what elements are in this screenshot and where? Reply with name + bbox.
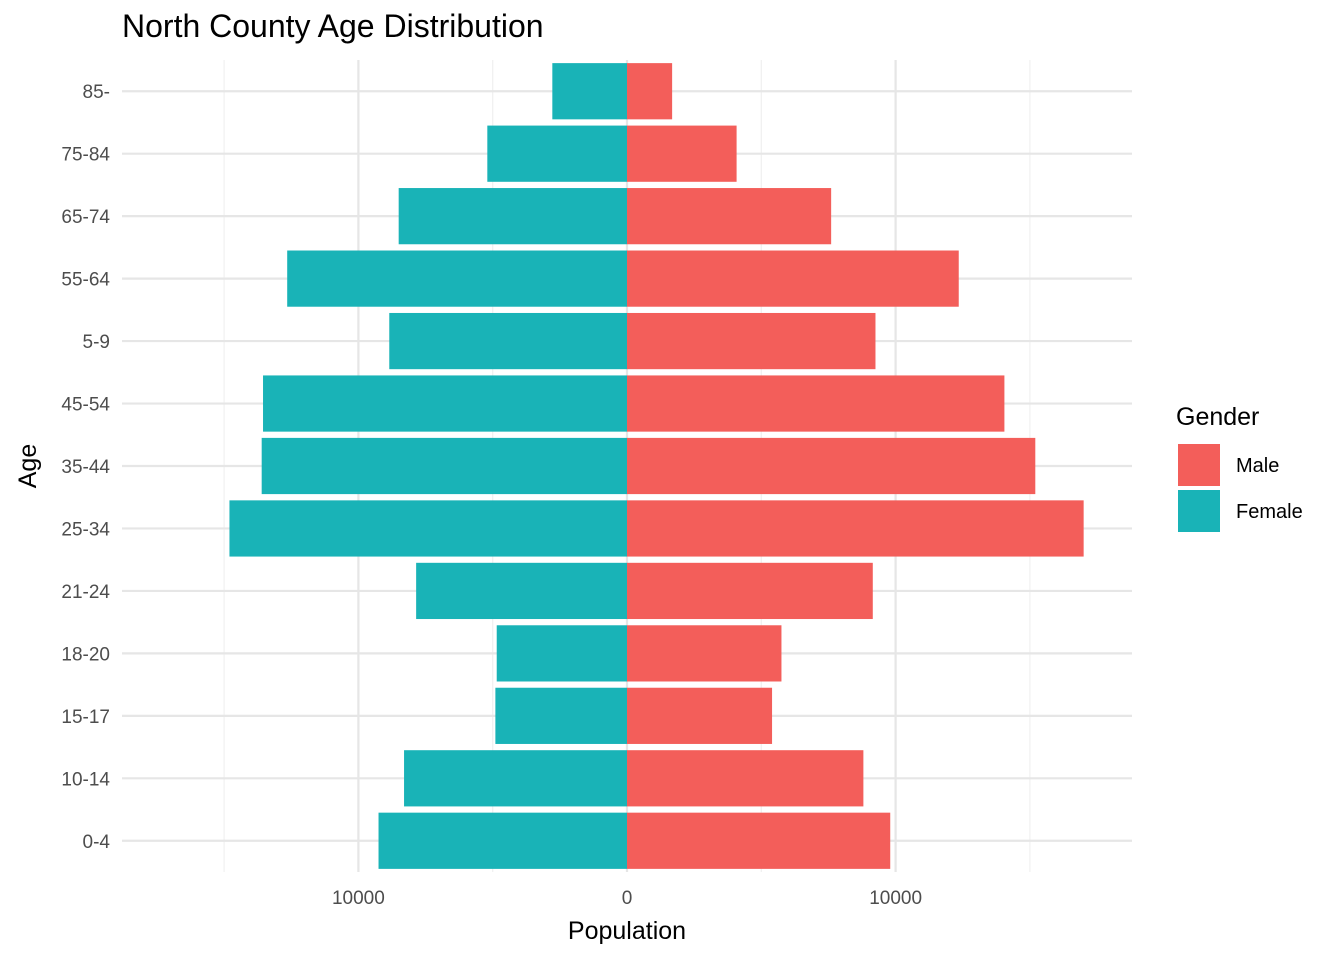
- y-tick-label: 65-74: [61, 207, 110, 228]
- chart-title: North County Age Distribution: [122, 8, 544, 44]
- legend-key-male: [1178, 444, 1220, 486]
- y-tick-label: 35-44: [61, 457, 110, 478]
- legend-title: Gender: [1176, 403, 1259, 431]
- y-axis-title: Age: [14, 444, 42, 488]
- bar-male-21-24: [627, 562, 873, 620]
- y-tick-label: 5-9: [83, 332, 110, 353]
- x-tick-label: 10000: [869, 888, 922, 909]
- x-axis-title: Population: [568, 917, 686, 945]
- y-tick-label: 75-84: [61, 145, 110, 166]
- bar-male-10-14: [627, 750, 864, 807]
- bar-male-25-34: [627, 500, 1084, 557]
- bar-male-75-84: [627, 125, 737, 182]
- bar-male-18-20: [627, 625, 782, 682]
- y-tick-label: 25-34: [61, 519, 110, 540]
- y-axis-ticks: 0-4 10-14 15-17 18-20 21-24 25-34 35-44 45-54 5-…: [61, 82, 110, 853]
- x-axis-ticks: 10000 0 10000: [332, 888, 922, 909]
- bar-female-15-17: [495, 687, 627, 744]
- y-tick-label: 15-17: [61, 707, 110, 728]
- bars: [229, 63, 1084, 869]
- legend-key-female: [1178, 490, 1220, 532]
- x-tick-label: 10000: [332, 888, 385, 909]
- bar-female-85-: [552, 63, 627, 120]
- y-tick-label: 18-20: [61, 644, 110, 665]
- legend-label-male: Male: [1236, 455, 1279, 477]
- bar-female-65-74: [398, 188, 627, 245]
- y-tick-label: 85-: [83, 82, 110, 103]
- y-tick-label: 21-24: [61, 582, 110, 603]
- legend: Gender Male Female: [1176, 403, 1303, 532]
- x-tick-label: 0: [622, 888, 633, 909]
- y-tick-label: 10-14: [61, 769, 110, 790]
- bar-female-18-20: [496, 625, 627, 682]
- y-tick-label: 0-4: [83, 832, 111, 853]
- bar-male-55-64: [627, 250, 959, 307]
- bar-male-35-44: [627, 437, 1036, 495]
- bar-male-45-54: [627, 375, 1005, 432]
- y-tick-label: 45-54: [61, 395, 110, 416]
- bar-female-45-54: [263, 375, 627, 432]
- bar-male-0-4: [627, 812, 891, 869]
- bar-female-10-14: [404, 750, 627, 807]
- bar-female-0-4: [378, 812, 627, 869]
- legend-label-female: Female: [1236, 501, 1303, 523]
- bar-female-25-34: [229, 500, 627, 557]
- bar-female-55-64: [287, 250, 627, 307]
- bar-male-5-9: [627, 312, 876, 370]
- y-tick-label: 55-64: [61, 270, 110, 291]
- bar-female-35-44: [261, 437, 627, 495]
- bar-female-5-9: [389, 312, 627, 370]
- bar-female-75-84: [487, 125, 627, 182]
- bar-male-85-: [627, 63, 673, 120]
- bar-male-15-17: [627, 687, 773, 744]
- bar-male-65-74: [627, 188, 832, 245]
- bar-female-21-24: [416, 562, 627, 620]
